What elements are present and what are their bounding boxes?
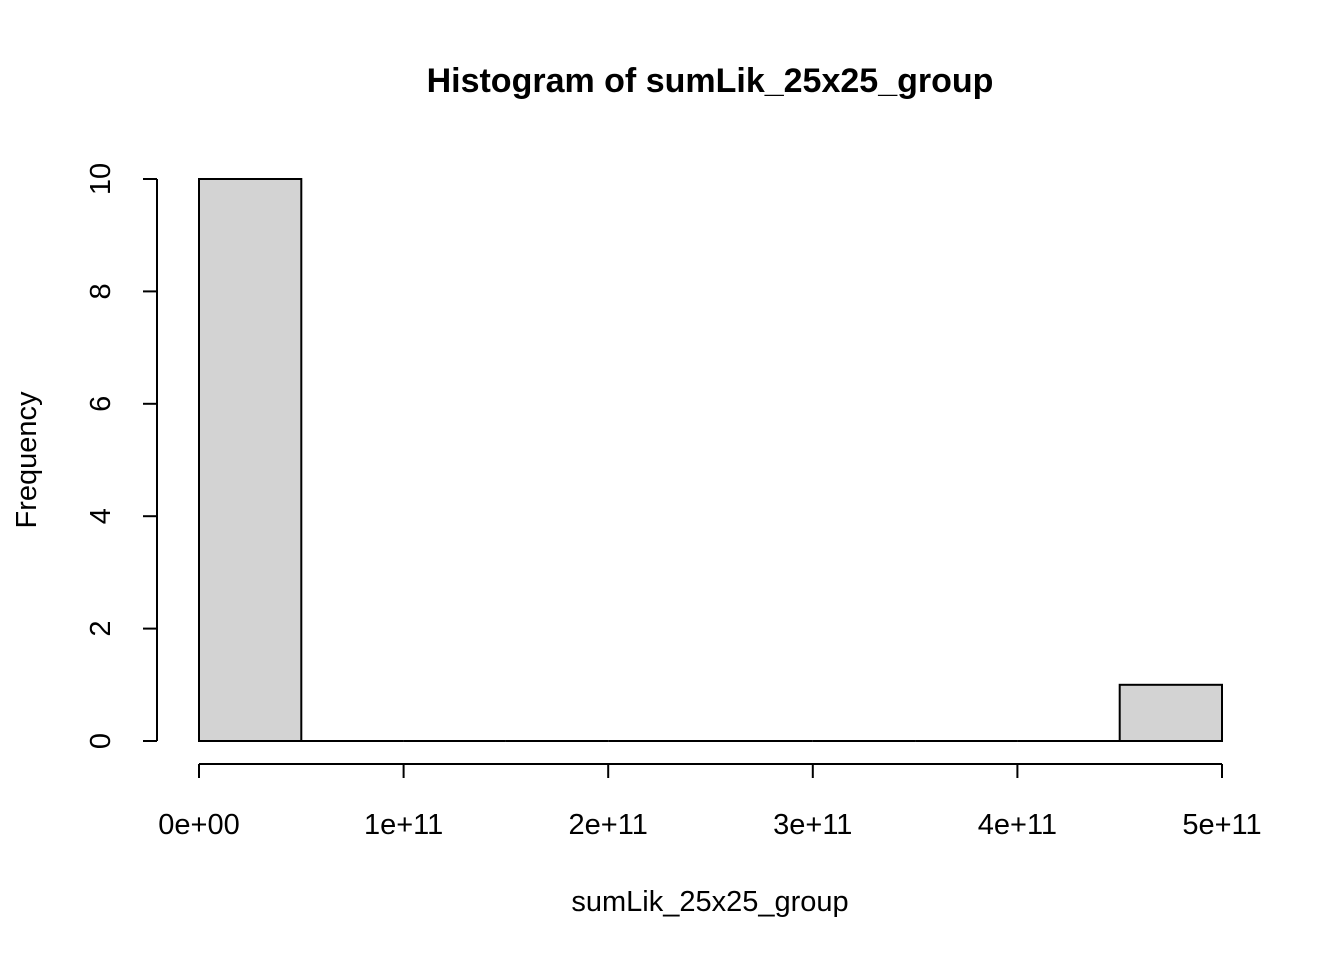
x-axis-label: sumLik_25x25_group — [571, 886, 848, 918]
y-tick-label: 10 — [85, 163, 117, 195]
y-tick-label: 2 — [85, 621, 117, 637]
histogram-bar — [198, 178, 303, 742]
bars-group — [198, 178, 1223, 742]
y-tick-label: 0 — [85, 733, 117, 749]
x-tick-label: 2e+11 — [569, 809, 648, 841]
y-tick-label: 6 — [85, 396, 117, 412]
y-tick-label: 4 — [85, 508, 117, 524]
y-tick-label: 8 — [85, 283, 117, 299]
x-tick-label: 3e+11 — [773, 809, 852, 841]
x-tick-label: 1e+11 — [364, 809, 443, 841]
chart-title: Histogram of sumLik_25x25_group — [427, 62, 994, 100]
x-tick-label: 0e+00 — [158, 809, 239, 841]
x-tick-label: 5e+11 — [1182, 809, 1261, 841]
histogram-bar — [1118, 683, 1223, 742]
x-tick-label: 4e+11 — [978, 809, 1057, 841]
y-axis-label: Frequency — [11, 391, 43, 529]
x-axis: 0e+00 1e+11 2e+11 3e+11 4e+11 5e+11 — [158, 763, 1262, 841]
y-axis: 0 2 4 6 8 10 — [85, 163, 158, 749]
